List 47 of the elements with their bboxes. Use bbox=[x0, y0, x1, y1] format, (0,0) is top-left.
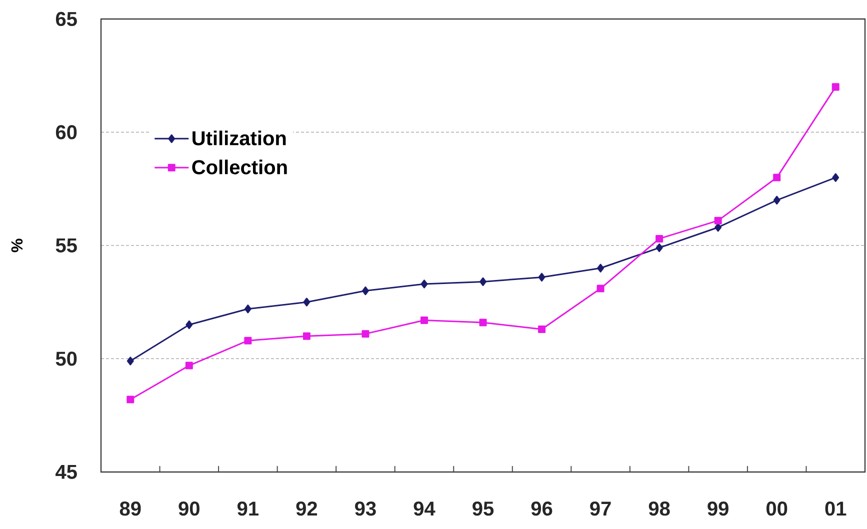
x-tick-label: 01 bbox=[825, 502, 846, 516]
point bbox=[126, 356, 134, 366]
point bbox=[538, 326, 546, 334]
y-tick-label: 45 bbox=[56, 465, 77, 479]
point bbox=[302, 332, 310, 340]
point bbox=[656, 243, 663, 252]
y-tick-label: 60 bbox=[56, 125, 77, 140]
point bbox=[773, 174, 781, 182]
point bbox=[126, 396, 134, 404]
point bbox=[303, 298, 310, 306]
point bbox=[244, 304, 252, 314]
x-tick-label: 89 bbox=[120, 502, 141, 516]
y-tick-label: 65 bbox=[56, 12, 77, 26]
point bbox=[480, 277, 486, 286]
y-tick-label: 55 bbox=[56, 238, 77, 252]
x-tick-label: 90 bbox=[178, 502, 200, 516]
point bbox=[832, 173, 840, 182]
point bbox=[186, 320, 193, 330]
point bbox=[479, 318, 487, 326]
x-tick-label: 92 bbox=[296, 502, 318, 516]
point bbox=[597, 264, 604, 272]
y-axis-title: % bbox=[11, 238, 23, 252]
point bbox=[596, 284, 604, 292]
point bbox=[714, 216, 722, 224]
point bbox=[185, 362, 193, 370]
point bbox=[362, 286, 369, 296]
point bbox=[832, 83, 840, 91]
legend-label: Utilization bbox=[192, 130, 286, 146]
x-tick-label: 98 bbox=[648, 502, 670, 516]
x-tick-label: 93 bbox=[355, 502, 376, 516]
x-tick-label: 95 bbox=[472, 502, 494, 516]
point bbox=[362, 330, 370, 338]
y-tick-label: 50 bbox=[56, 352, 77, 366]
point bbox=[420, 280, 428, 288]
legend-label: Collection bbox=[192, 160, 287, 174]
point bbox=[773, 196, 780, 205]
point bbox=[714, 223, 722, 232]
x-tick-label: 94 bbox=[414, 502, 436, 516]
point bbox=[244, 336, 252, 344]
x-tick-label: 99 bbox=[708, 502, 728, 516]
point bbox=[538, 272, 546, 282]
x-tick-label: 96 bbox=[531, 502, 552, 516]
point bbox=[656, 234, 664, 242]
x-tick-label: 00 bbox=[766, 502, 788, 516]
x-tick-label: 91 bbox=[237, 502, 258, 516]
x-tick-label: 97 bbox=[590, 502, 611, 516]
point bbox=[420, 316, 428, 324]
